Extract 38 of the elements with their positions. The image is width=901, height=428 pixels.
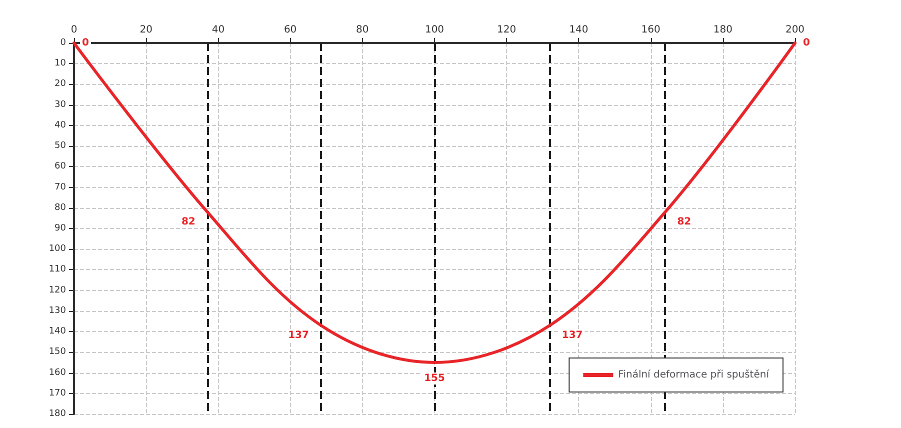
x-tick-label: 80 — [356, 24, 369, 36]
x-tick-label: 0 — [70, 24, 78, 36]
y-tick-label: 50 — [54, 141, 66, 152]
y-tick-label: 90 — [54, 224, 66, 234]
y-tick-label: 110 — [48, 264, 66, 275]
y-tick-label: 100 — [48, 244, 66, 254]
data-label: 137 — [562, 330, 583, 341]
data-label: 137 — [288, 330, 309, 341]
y-tick-label: 130 — [48, 306, 66, 316]
data-label: 155 — [424, 372, 445, 384]
data-label: 82 — [181, 216, 196, 228]
y-tick-label: 10 — [54, 58, 66, 69]
y-tick-label: 180 — [48, 409, 66, 419]
y-tick-label: 120 — [48, 285, 66, 296]
x-tick-label: 40 — [212, 24, 225, 36]
y-tick-label: 70 — [54, 182, 66, 192]
x-tick-label: 160 — [641, 24, 660, 36]
y-tick-label: 60 — [54, 162, 66, 172]
y-tick-label: 150 — [48, 347, 66, 358]
legend-label: Finální deformace při spuštění — [618, 370, 770, 380]
x-tick-label: 100 — [424, 24, 444, 36]
x-tick-label: 20 — [140, 24, 152, 36]
x-tick-label: 180 — [713, 24, 732, 36]
x-tick-label: 60 — [284, 24, 297, 36]
data-label: 0 — [803, 38, 810, 48]
x-tick-label: 120 — [497, 24, 516, 36]
y-tick-label: 40 — [54, 120, 66, 130]
y-tick-label: 20 — [54, 79, 66, 90]
y-tick-label: 140 — [48, 326, 66, 337]
y-tick-label: 0 — [60, 38, 66, 48]
x-tick-label: 140 — [569, 24, 588, 36]
y-tick-label: 160 — [48, 368, 66, 378]
y-tick-label: 170 — [48, 388, 66, 398]
y-tick-label: 80 — [54, 202, 66, 213]
x-tick-label: 200 — [785, 24, 805, 36]
y-tick-label: 30 — [54, 100, 66, 110]
data-label: 82 — [677, 216, 692, 228]
data-label: 0 — [82, 38, 89, 48]
